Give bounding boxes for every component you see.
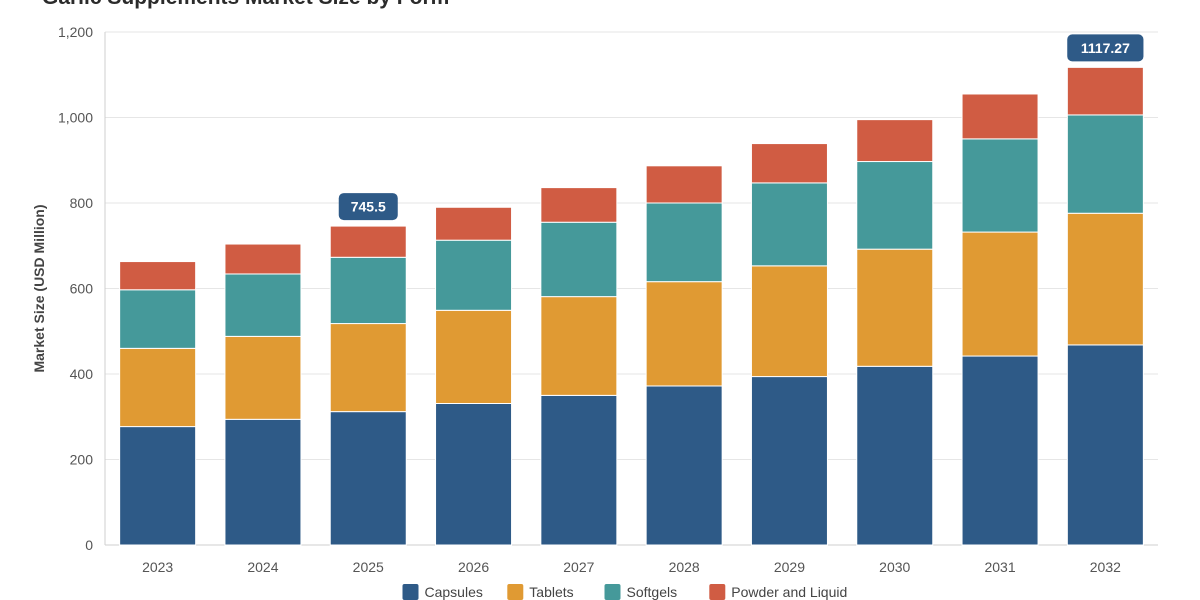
x-tick-label: 2025 — [353, 559, 384, 575]
bar-segment — [119, 347, 197, 428]
bar-segment — [856, 365, 934, 546]
legend-item: Powder and Liquid — [709, 584, 847, 600]
x-tick-label: 2028 — [669, 559, 700, 575]
bar-segment — [645, 202, 723, 283]
bar-segment — [119, 261, 197, 291]
bar-segment — [540, 187, 618, 223]
y-tick-label: 1,200 — [58, 24, 93, 40]
legend-label: Capsules — [425, 584, 483, 600]
bar-segment — [224, 273, 302, 337]
bar-segment — [961, 138, 1039, 233]
bar-segment — [435, 402, 513, 546]
axes: 0 200 400 600 800 1,000 1,200 Market Size (USD … — [31, 24, 1158, 575]
bar-segment — [856, 119, 934, 163]
bar-segment — [435, 206, 513, 241]
callout-box — [1067, 34, 1144, 62]
bar-segment — [329, 323, 407, 413]
bar-segment — [435, 309, 513, 404]
x-tick-label: 2027 — [563, 559, 594, 575]
bar-segment — [645, 165, 723, 204]
bar-segment — [645, 281, 723, 387]
x-tick-label: 2024 — [247, 559, 278, 575]
legend: Capsules Tablets Softgels Powder and Liquid — [402, 584, 847, 600]
legend-swatch — [507, 584, 524, 600]
y-tick-label: 200 — [70, 452, 94, 468]
bar-segment — [329, 225, 407, 258]
bar-segment — [435, 239, 513, 311]
bars — [119, 66, 1144, 546]
legend-item: Softgels — [604, 584, 678, 600]
bar-segment — [1066, 344, 1144, 546]
bar-segment — [1066, 114, 1144, 214]
total-callout: 1117.27 — [1067, 34, 1144, 62]
legend-item: Capsules — [402, 584, 483, 600]
bar-segment — [961, 231, 1039, 357]
bar-segment — [119, 289, 197, 349]
bar-segment — [856, 248, 934, 367]
annotations: 745.5 1117.27 — [338, 34, 1144, 221]
legend-label: Powder and Liquid — [731, 584, 847, 600]
bar-segment — [1066, 212, 1144, 346]
y-tick-label: 800 — [70, 195, 94, 211]
legend-swatch — [604, 584, 621, 600]
bar-segment — [224, 418, 302, 546]
bar-segment — [540, 296, 618, 396]
x-tick-label: 2031 — [984, 559, 1015, 575]
callout-label: 1117.27 — [1081, 40, 1130, 56]
bar-segment — [540, 394, 618, 546]
bar-segment — [961, 93, 1039, 140]
bar-segment — [750, 376, 828, 546]
y-tick-label: 0 — [85, 537, 93, 553]
legend-swatch — [402, 584, 419, 600]
bar-segment — [329, 256, 407, 325]
y-axis-title: Market Size (USD Million) — [31, 204, 47, 372]
x-tick-label: 2029 — [774, 559, 805, 575]
bar-segment — [119, 426, 197, 546]
x-tick-label: 2023 — [142, 559, 173, 575]
x-tick-label: 2032 — [1090, 559, 1121, 575]
legend-swatch — [709, 584, 726, 600]
callout-box — [338, 193, 398, 221]
bar-segment — [750, 143, 828, 184]
callout-label: 745.5 — [351, 199, 386, 215]
bar-segment — [1066, 66, 1144, 116]
y-tick-label: 400 — [70, 366, 94, 382]
bar-segment — [856, 161, 934, 250]
bar-segment — [961, 355, 1039, 546]
y-tick-label: 600 — [70, 281, 94, 297]
x-tick-label: 2030 — [879, 559, 910, 575]
bar-segment — [540, 221, 618, 298]
x-tick-label: 2026 — [458, 559, 489, 575]
legend-label: Softgels — [627, 584, 678, 600]
bar-segment — [224, 335, 302, 420]
legend-label: Tablets — [529, 584, 573, 600]
legend-item: Tablets — [507, 584, 574, 600]
y-tick-label: 1,000 — [58, 110, 93, 126]
bar-segment — [329, 411, 407, 546]
bar-segment — [750, 265, 828, 378]
bar-segment — [645, 385, 723, 546]
bar-segment — [224, 243, 302, 275]
chart-title: Garlic Supplements Market Size by Form — [42, 0, 449, 10]
bar-segment — [750, 182, 828, 267]
total-callout: 745.5 — [338, 193, 398, 221]
